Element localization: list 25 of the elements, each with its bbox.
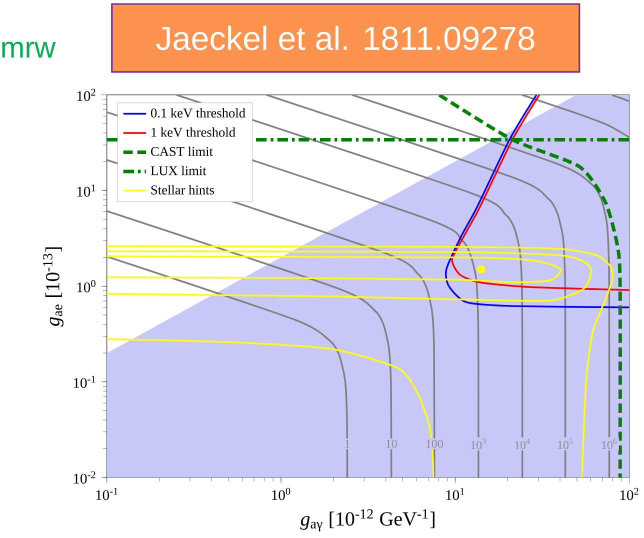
x-axis-title: g$_{aγ}$ [10$^{-12}$ GeV$^{-1}$] — [300, 509, 434, 532]
x-tick-label: 10$^{0}$ — [272, 488, 290, 500]
annotation: 10$^{3}$ — [471, 438, 486, 449]
x-tick-label: 10$^{2}$ — [620, 488, 638, 500]
legend-label: CAST limit — [151, 146, 213, 156]
legend-label: LUX limit — [150, 166, 206, 176]
y-tick-label: 10$^{-2}$ — [74, 471, 96, 484]
annotation: 10 — [386, 440, 397, 448]
annotation: 10$^{5}$ — [558, 438, 573, 449]
annotation: 10$^{4}$ — [515, 438, 530, 449]
legend-label: 0.1 keV threshold — [150, 108, 246, 118]
annotation: 1 — [345, 440, 350, 448]
y-tick-label: 10$^{-1}$ — [74, 376, 96, 388]
legend-label: 1 keV threshold — [152, 127, 236, 137]
x-tick-label: 10$^{1}$ — [446, 488, 464, 500]
annotation: 10$^{6}$ — [602, 438, 617, 449]
text: mrw — [2, 42, 56, 58]
annotation: 100 — [426, 440, 443, 448]
y-axis-title: g$_{ae}$ [10$^{-13}$] — [43, 247, 64, 326]
y-tick-label: 10$^{0}$ — [77, 280, 96, 292]
y-tick-label: 10$^{1}$ — [77, 184, 96, 196]
legend-label: Stellar hints — [151, 184, 214, 194]
text: Jaeckel et al. 1811.09278 — [156, 26, 534, 50]
x-tick-label: 10$^{-1}$ — [96, 488, 118, 500]
y-tick-label: 10$^{2}$ — [77, 88, 96, 101]
